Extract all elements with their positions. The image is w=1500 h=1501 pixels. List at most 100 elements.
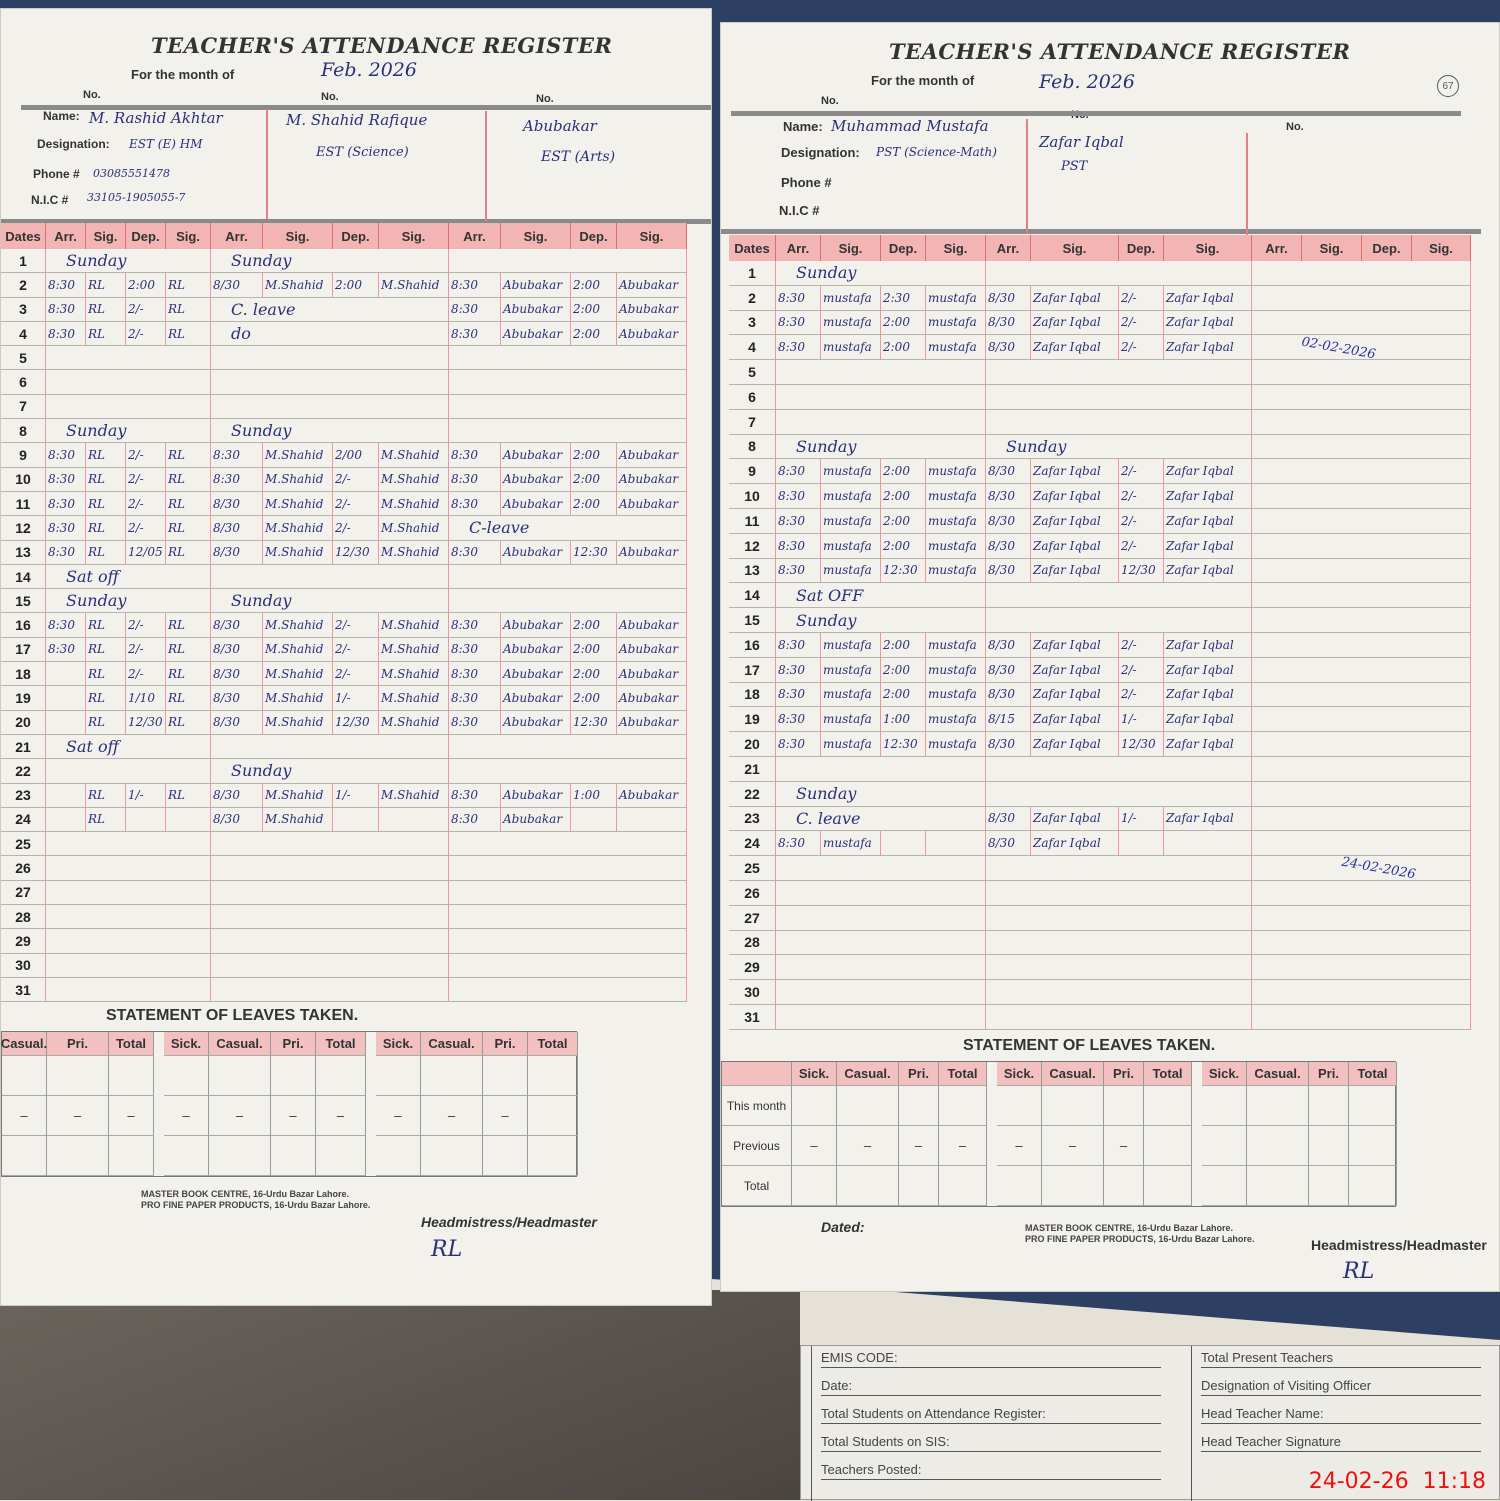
teacher-1-name: M. Rashid Akhtar xyxy=(89,109,223,127)
attendance-cell: 8/30 xyxy=(211,540,263,565)
row-note xyxy=(776,756,986,782)
date-cell: 7 xyxy=(1,394,46,420)
row-note xyxy=(1252,980,1471,1005)
leave-row-header xyxy=(722,1062,792,1086)
attendance-cell: 8:30 xyxy=(776,558,821,584)
attendance-cell: 2:00 xyxy=(881,484,926,509)
date-cell: 28 xyxy=(1,905,46,930)
attendance-cell: Zafar Iqbal xyxy=(1164,632,1252,658)
date-cell: 27 xyxy=(1,880,46,906)
attendance-cell: 2/- xyxy=(126,297,166,322)
attendance-cell: mustafa xyxy=(821,508,881,534)
row-note xyxy=(46,856,211,881)
date-cell: 18 xyxy=(729,682,776,708)
visit-form-field: Total Students on Attendance Register: xyxy=(821,1406,1161,1424)
leave-cell: – xyxy=(1104,1126,1144,1166)
leave-cell xyxy=(1349,1166,1397,1206)
date-cell: 31 xyxy=(729,1004,776,1030)
attendance-cell: 8/30 xyxy=(211,273,263,298)
attendance-cell: RL xyxy=(166,443,211,468)
row-note xyxy=(449,977,687,1003)
row-note xyxy=(986,1004,1252,1030)
attendance-cell: 8:30 xyxy=(776,335,821,361)
attendance-cell: 8/30 xyxy=(986,335,1031,361)
row-note xyxy=(1252,756,1471,782)
attendance-cell: Zafar Iqbal xyxy=(1164,285,1252,311)
attendance-cell: Zafar Iqbal xyxy=(1031,632,1119,658)
attendance-cell: 12/30 xyxy=(126,710,166,735)
attendance-cell: RL xyxy=(86,686,126,711)
attendance-cell: 2/- xyxy=(126,467,166,492)
attendance-cell: RL xyxy=(86,710,126,735)
leave-cell xyxy=(528,1056,578,1096)
leave-cell xyxy=(1144,1126,1192,1166)
attendance-cell: 2/- xyxy=(126,613,166,638)
attendance-cell: 8:30 xyxy=(449,297,501,322)
row-note xyxy=(46,929,211,954)
column-header: Sig. xyxy=(926,235,986,261)
row-note xyxy=(1252,1004,1471,1030)
leave-cell xyxy=(1042,1086,1104,1126)
attendance-cell xyxy=(126,807,166,833)
attendance-cell: M.Shahid xyxy=(379,783,449,808)
attendance-cell: 8/30 xyxy=(986,459,1031,485)
leave-cell xyxy=(837,1086,899,1126)
column-header: Sig. xyxy=(263,223,333,249)
attendance-cell: 2:00 xyxy=(571,321,617,347)
column-header: Dates xyxy=(729,235,776,261)
row-note xyxy=(986,880,1252,906)
row-note xyxy=(449,394,687,420)
attendance-cell: 8/30 xyxy=(986,632,1031,658)
attendance-cell: 2/- xyxy=(333,637,379,663)
designation-label: Designation: xyxy=(781,145,860,160)
attendance-cell: 8:30 xyxy=(449,467,501,492)
date-cell: 13 xyxy=(1,540,46,565)
attendance-cell: 8/30 xyxy=(986,508,1031,534)
row-note xyxy=(1252,459,1471,485)
attendance-cell: 8:30 xyxy=(776,459,821,485)
attendance-cell: RL xyxy=(86,637,126,663)
row-note: C. leave xyxy=(776,806,986,832)
leave-cell xyxy=(376,1056,421,1096)
row-note xyxy=(211,564,449,590)
leave-cell: – xyxy=(421,1096,483,1136)
teacher-2-designation: PST xyxy=(1061,159,1088,174)
attendance-cell: Abubakar xyxy=(617,637,687,663)
attendance-cell: Zafar Iqbal xyxy=(1164,335,1252,361)
attendance-cell: 8/30 xyxy=(211,807,263,833)
row-note xyxy=(1252,335,1471,361)
row-note xyxy=(1252,856,1471,881)
attendance-cell: RL xyxy=(166,516,211,541)
attendance-cell: RL xyxy=(86,467,126,492)
attendance-cell: Abubakar xyxy=(617,686,687,711)
attendance-cell: mustafa xyxy=(821,310,881,336)
attendance-cell: Zafar Iqbal xyxy=(1164,707,1252,733)
register-title: TEACHER'S ATTENDANCE REGISTER xyxy=(151,33,613,58)
row-note xyxy=(1252,657,1471,683)
row-note: Sunday xyxy=(776,434,986,460)
teacher-3-name: Abubakar xyxy=(523,117,597,135)
row-note xyxy=(1252,285,1471,311)
row-note: Sunday xyxy=(986,434,1252,460)
attendance-cell: 8:30 xyxy=(449,540,501,565)
row-note xyxy=(986,261,1252,286)
leave-block-gap xyxy=(366,1032,376,1056)
leave-header: Casual. xyxy=(421,1032,483,1056)
leave-cell: – xyxy=(164,1096,209,1136)
row-note xyxy=(46,905,211,930)
attendance-cell: 2:00 xyxy=(881,632,926,658)
attendance-cell: 8:30 xyxy=(46,637,86,663)
attendance-cell: Abubakar xyxy=(617,491,687,517)
attendance-cell xyxy=(333,807,379,833)
row-note: Sunday xyxy=(776,261,986,286)
leave-cell xyxy=(164,1056,209,1096)
attendance-cell: 12:30 xyxy=(571,540,617,565)
row-note xyxy=(776,856,986,881)
column-header: Dep. xyxy=(571,223,617,249)
row-note xyxy=(449,929,687,954)
leave-cell: – xyxy=(209,1096,271,1136)
attendance-cell: 1/- xyxy=(333,686,379,711)
attendance-cell: 8/30 xyxy=(986,682,1031,708)
attendance-cell: RL xyxy=(166,491,211,517)
attendance-cell: 2:00 xyxy=(571,467,617,492)
